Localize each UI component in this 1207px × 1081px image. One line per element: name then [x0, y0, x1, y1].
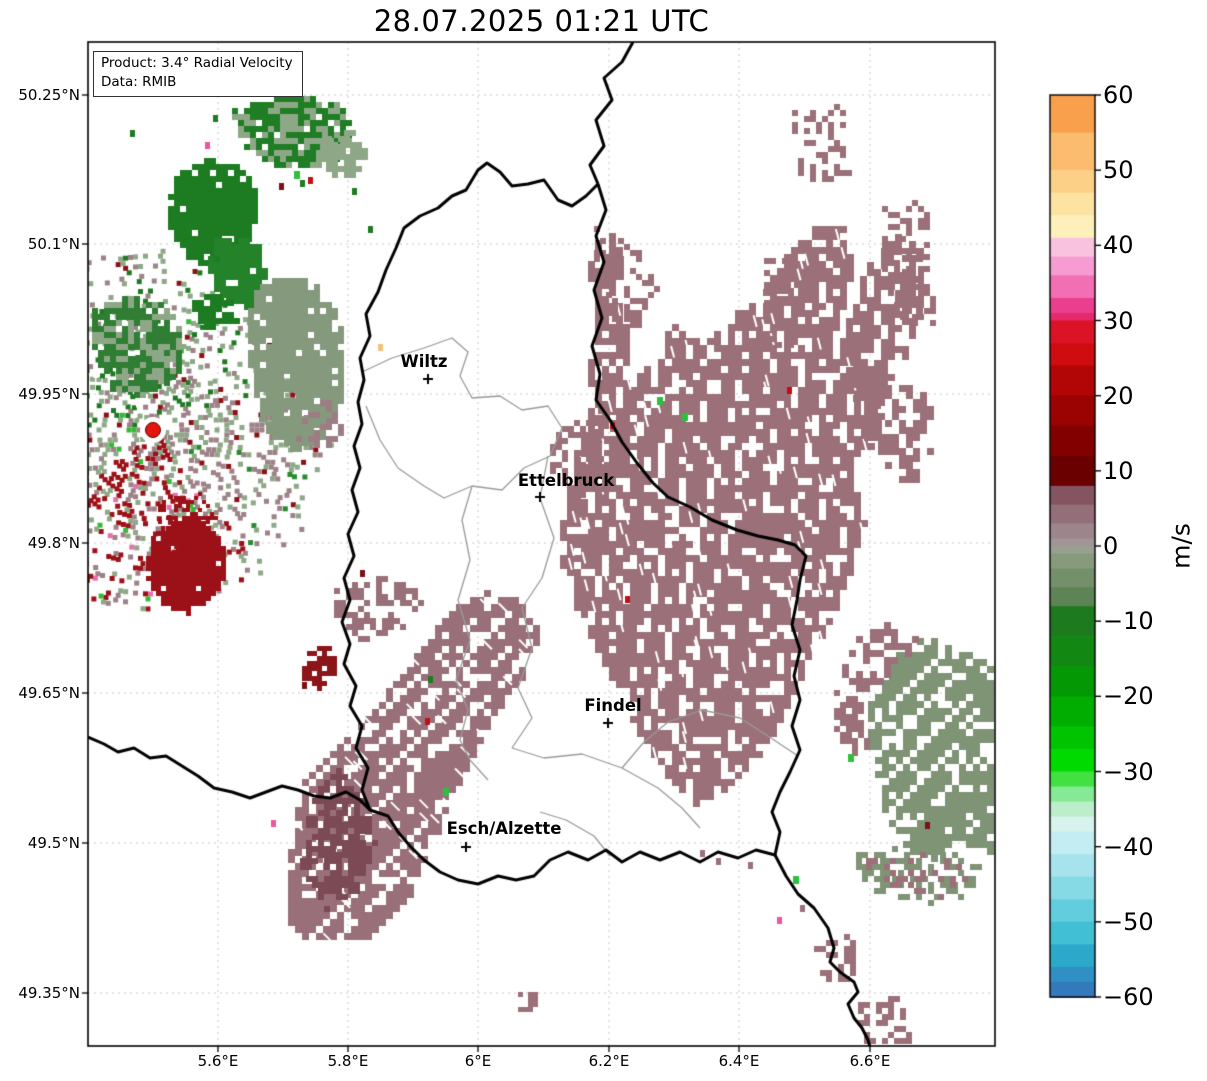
lon-tick-label: 6.4°E	[718, 1052, 760, 1070]
lat-tick-label: 49.95°N	[18, 385, 80, 403]
colorbar-tick-label: 0	[1103, 532, 1119, 560]
colorbar-tick-label: 10	[1103, 456, 1134, 485]
colorbar-tick-label: 60	[1103, 81, 1134, 109]
lon-tick-label: 6.6°E	[849, 1052, 891, 1070]
lon-tick-label: 6.2°E	[588, 1052, 630, 1070]
city-label: Wiltz	[400, 352, 448, 371]
colorbar-tick-label: −10	[1103, 607, 1154, 636]
colorbar-tick-label: 30	[1103, 306, 1134, 335]
lat-tick-label: 49.5°N	[27, 834, 80, 852]
colorbar-tick-label: −30	[1103, 757, 1154, 786]
city-label: Findel	[584, 696, 642, 715]
colorbar-tick-label: −20	[1103, 682, 1154, 711]
city-label: Esch/Alzette	[446, 819, 562, 838]
product-label: Product: 3.4° Radial Velocity	[101, 55, 293, 71]
lat-tick-label: 49.8°N	[27, 534, 80, 552]
colorbar-tick-label: −60	[1103, 983, 1154, 1011]
colorbar-tick-label: 40	[1103, 231, 1134, 260]
chart-title: 28.07.2025 01:21 UTC	[373, 4, 710, 38]
lat-tick-label: 50.1°N	[27, 235, 80, 253]
lat-tick-label: 50.25°N	[18, 86, 80, 104]
lat-tick-label: 49.35°N	[18, 984, 80, 1002]
lon-tick-label: 5.6°E	[197, 1052, 239, 1070]
product-info-box: Product: 3.4° Radial Velocity Data: RMIB	[93, 51, 303, 98]
colorbar-tick-label: −50	[1103, 907, 1154, 936]
city-label: Ettelbruck	[517, 471, 615, 490]
colorbar-tick-label: −40	[1103, 832, 1154, 861]
lat-tick-label: 49.65°N	[18, 684, 80, 702]
data-source-label: Data: RMIB	[101, 74, 177, 91]
colorbar-unit-label: m/s	[1166, 523, 1196, 569]
lon-tick-label: 5.8°E	[327, 1052, 369, 1070]
lon-tick-label: 6°E	[464, 1052, 492, 1070]
colorbar-tick-label: 20	[1103, 381, 1134, 410]
colorbar-tick-label: 50	[1103, 156, 1134, 185]
